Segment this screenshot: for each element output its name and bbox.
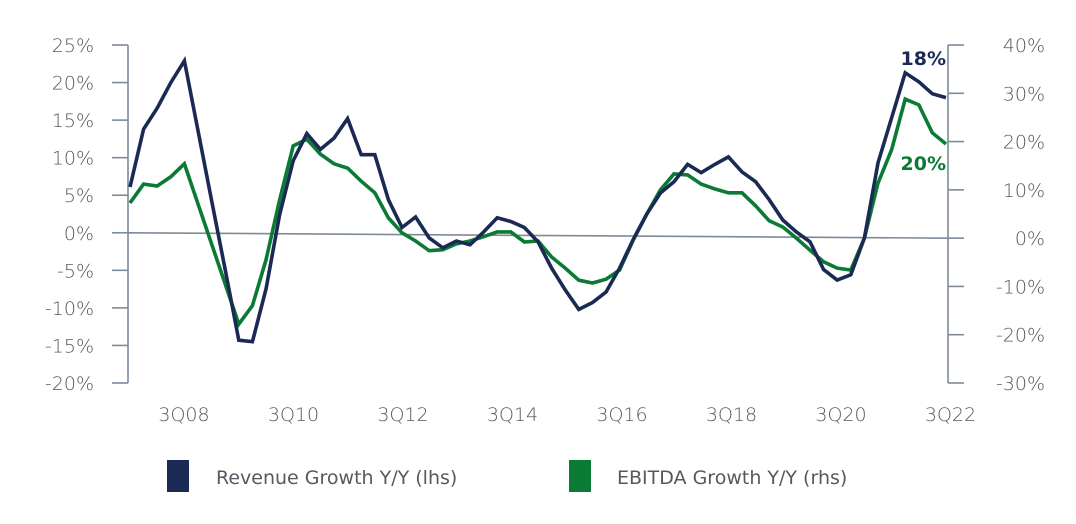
right-axis-tick-label: 20% (1003, 132, 1045, 154)
x-axis-tick-label: 3Q20 (815, 404, 866, 426)
left-axis: 25% 20% 15% 10% 5% 0% -5% -10% -15% -20% (45, 35, 129, 395)
revenue-series (128, 55, 947, 344)
ebitda-end-label: 20% (901, 153, 946, 175)
zero-line (127, 231, 949, 239)
x-axis-tick-label: 3Q10 (268, 404, 319, 426)
left-axis-tick-label: 0% (64, 223, 94, 245)
left-axis-tick-label: 20% (52, 73, 94, 95)
left-axis-tick-label: 5% (64, 185, 94, 207)
legend: Revenue Growth Y/Y (lhs) EBITDA Growth Y/… (167, 460, 847, 492)
x-axis: 3Q08 3Q10 3Q12 3Q14 3Q16 3Q18 3Q20 3Q22 (158, 404, 976, 426)
right-axis: 40% 30% 20% 10% 0% -10% -20% -30% (947, 35, 1045, 395)
left-axis-tick-label: -10% (45, 298, 94, 320)
right-axis-tick-label: -20% (996, 325, 1045, 347)
right-axis-tick-label: -10% (996, 276, 1045, 298)
legend-swatch-ebitda (569, 460, 591, 492)
x-axis-tick-label: 3Q18 (706, 404, 757, 426)
ebitda-growth-line (128, 96, 948, 328)
x-axis-tick-label: 3Q12 (377, 404, 428, 426)
left-axis-tick-label: 15% (52, 110, 94, 132)
legend-label-revenue: Revenue Growth Y/Y (lhs) (216, 467, 457, 489)
right-axis-tick-label: 30% (1003, 83, 1045, 105)
left-axis-tick-label: -20% (45, 373, 94, 395)
left-axis-tick-label: -5% (57, 260, 94, 282)
legend-swatch-revenue (167, 460, 189, 492)
legend-label-ebitda: EBITDA Growth Y/Y (rhs) (617, 467, 847, 489)
right-axis-tick-label: 40% (1003, 35, 1045, 57)
x-axis-tick-label: 3Q08 (158, 404, 209, 426)
right-axis-tick-label: 0% (1015, 228, 1045, 250)
left-axis-tick-label: 25% (52, 35, 94, 57)
x-axis-tick-label: 3Q14 (487, 404, 538, 426)
left-axis-tick-label: 10% (52, 148, 94, 170)
revenue-end-label: 18% (901, 48, 946, 70)
left-axis-tick-label: -15% (45, 335, 94, 357)
ebitda-series (128, 96, 948, 328)
right-axis-tick-label: -30% (996, 373, 1045, 395)
right-axis-tick-label: 10% (1003, 180, 1045, 202)
x-axis-tick-label: 3Q22 (925, 404, 976, 426)
x-axis-tick-label: 3Q16 (596, 404, 647, 426)
